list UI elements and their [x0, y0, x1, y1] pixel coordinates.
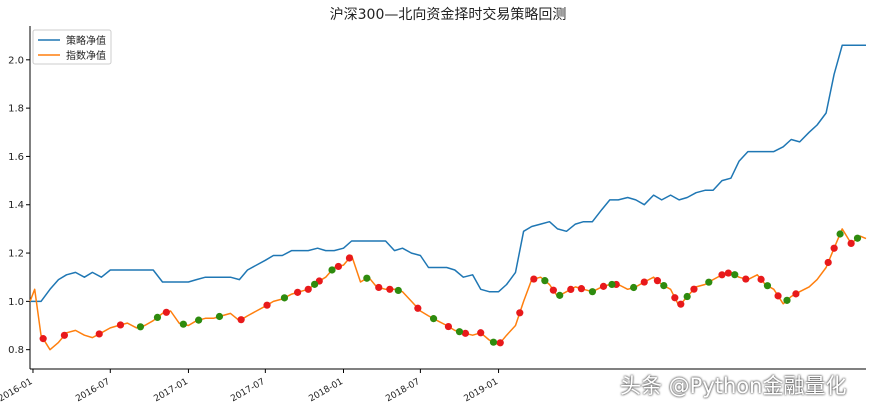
sell-marker	[630, 283, 638, 292]
x-tick-label: 2016-01	[0, 377, 34, 404]
buy-marker	[496, 339, 504, 347]
sell-marker	[705, 278, 713, 286]
x-tick-label: 2018-07	[384, 377, 422, 404]
buy-marker	[830, 244, 838, 252]
sell-marker	[153, 313, 162, 321]
marker-layer	[39, 230, 862, 347]
buy-marker	[294, 288, 302, 296]
sell-marker	[783, 296, 791, 304]
buy-marker	[690, 285, 698, 293]
buy-marker	[375, 283, 383, 292]
sell-marker	[179, 320, 187, 328]
buy-marker	[444, 322, 453, 331]
legend-label-index: 指数净值	[66, 49, 106, 62]
buy-marker	[774, 292, 782, 300]
buy-marker	[263, 301, 271, 309]
sell-marker	[136, 323, 145, 331]
buy-marker	[162, 308, 170, 316]
buy-marker	[824, 258, 832, 267]
sell-marker	[683, 292, 691, 301]
buy-marker	[567, 285, 575, 294]
buy-marker	[671, 294, 679, 302]
y-tick-label: 0.8	[8, 345, 24, 356]
sell-marker	[311, 280, 319, 288]
y-tick-label: 1.8	[8, 104, 24, 115]
buy-marker	[792, 290, 800, 298]
sell-marker	[763, 282, 772, 290]
buy-marker	[653, 277, 662, 285]
buy-marker	[724, 269, 732, 277]
sell-marker	[489, 338, 498, 346]
sell-marker	[541, 277, 549, 285]
sell-marker	[363, 274, 371, 282]
strategy-line	[30, 44, 866, 303]
sell-marker	[394, 286, 402, 295]
x-tick-label: 2016-07	[74, 377, 112, 404]
y-tick-label: 1.2	[8, 249, 24, 260]
buy-marker	[847, 239, 855, 247]
buy-marker	[304, 285, 312, 293]
sell-marker	[608, 280, 616, 289]
sell-marker	[215, 312, 224, 321]
x-tick-label: 2017-01	[152, 377, 190, 404]
sell-marker	[328, 266, 336, 274]
y-tick-label: 1.0	[8, 297, 24, 308]
sell-marker	[836, 230, 844, 238]
buy-marker	[237, 316, 245, 324]
buy-marker	[477, 329, 485, 337]
sell-marker	[731, 271, 739, 279]
sell-marker	[556, 291, 564, 299]
sell-marker	[588, 288, 597, 296]
sell-marker	[280, 294, 289, 302]
buy-marker	[345, 254, 354, 262]
chart-axes: 0.8 1.0 1.2 1.4 1.6 1.8 2.0 2016-01 2016-07 2017-…	[0, 26, 866, 404]
buy-marker	[718, 271, 726, 279]
y-tick-label: 1.4	[8, 200, 24, 211]
buy-marker	[386, 285, 394, 293]
buy-marker	[577, 285, 585, 293]
buy-marker	[95, 330, 103, 338]
buy-marker	[530, 275, 538, 283]
y-tick-label: 2.0	[8, 55, 24, 66]
sell-marker	[455, 328, 464, 336]
x-tick-label: 2017-07	[229, 377, 267, 404]
buy-marker	[640, 278, 648, 286]
buy-marker	[599, 282, 608, 290]
sell-marker	[195, 316, 203, 324]
chart-title: 沪深300—北向资金择时交易策略回测	[330, 6, 567, 23]
buy-marker	[461, 329, 470, 337]
x-tick-label: 2019-01	[462, 377, 500, 404]
sell-marker	[660, 282, 668, 290]
index-line	[29, 228, 867, 351]
x-tick-label: 2018-01	[307, 377, 345, 404]
watermark: 头条 @Python金融量化	[620, 374, 847, 398]
buy-marker	[60, 331, 69, 339]
buy-marker	[677, 300, 685, 308]
legend: 策略净值 指数净值	[32, 29, 112, 65]
buy-marker	[39, 335, 47, 343]
buy-marker	[757, 275, 765, 283]
y-tick-label: 1.6	[8, 152, 24, 163]
buy-marker	[414, 304, 422, 312]
legend-label-strategy: 策略净值	[66, 34, 106, 47]
buy-marker	[742, 275, 750, 283]
sell-marker	[853, 234, 862, 242]
series-layer	[29, 44, 867, 351]
sell-marker	[429, 315, 438, 323]
buy-marker	[549, 286, 557, 294]
buy-marker	[116, 321, 125, 329]
buy-marker	[334, 262, 343, 271]
buy-marker	[516, 309, 524, 317]
